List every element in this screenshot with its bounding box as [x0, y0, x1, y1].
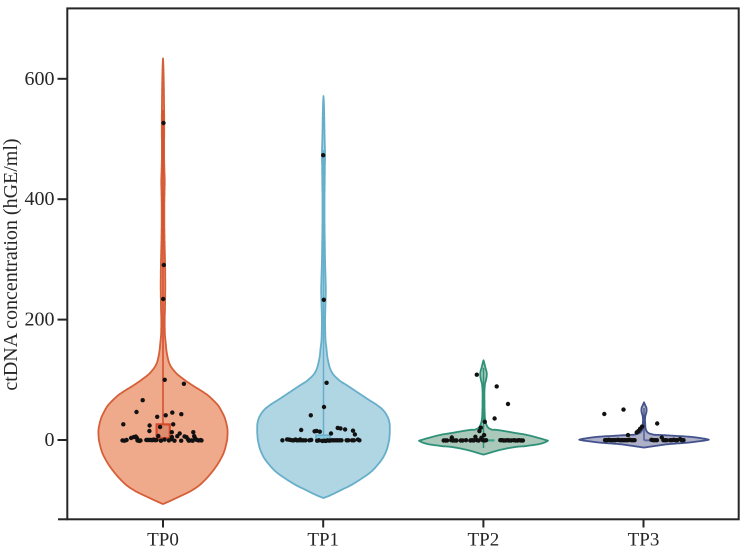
- svg-text:TP3: TP3: [628, 530, 660, 551]
- svg-text:ctDNA concentration (hGE/ml): ctDNA concentration (hGE/ml): [0, 138, 22, 390]
- svg-text:600: 600: [25, 68, 55, 90]
- svg-text:400: 400: [25, 188, 55, 210]
- svg-text:200: 200: [25, 309, 55, 331]
- svg-text:TP2: TP2: [468, 530, 500, 551]
- svg-text:0: 0: [45, 429, 55, 451]
- svg-text:TP1: TP1: [307, 530, 339, 551]
- svg-text:TP0: TP0: [147, 530, 179, 551]
